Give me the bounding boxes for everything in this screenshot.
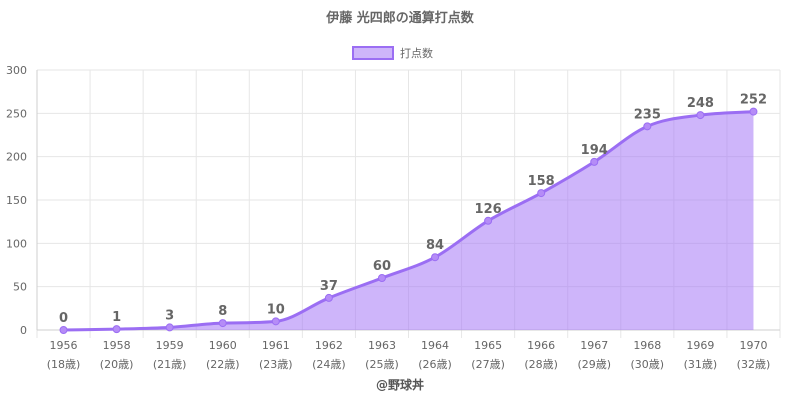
y-tick-label: 0 [20,324,27,337]
chart-title: 伊藤 光四郎の通算打点数 [325,10,475,26]
x-tick-label: 1965 [474,339,502,352]
x-tick-sublabel: (20歳) [100,358,134,371]
data-point [431,253,440,262]
x-tick-label: 1964 [421,339,449,352]
x-tick-label: 1970 [739,339,767,352]
data-label: 10 [267,302,285,317]
y-tick-label: 250 [6,107,27,120]
data-label: 1 [112,310,121,325]
data-point [165,323,174,332]
x-tick-label: 1961 [262,339,290,352]
series-line [63,110,754,332]
data-label: 248 [687,96,714,111]
y-tick-label: 150 [6,194,27,207]
x-tick-sublabel: (28歳) [524,358,558,371]
x-tick-sublabel: (27歳) [471,358,505,371]
data-label: 252 [740,93,767,108]
x-tick-sublabel: (22歳) [206,358,240,371]
data-point [271,317,280,326]
data-point [484,216,493,225]
data-label: 37 [320,279,338,294]
x-tick-sublabel: (23歳) [259,358,293,371]
x-tick-sublabel: (29歳) [577,358,611,371]
data-label: 126 [475,202,502,217]
data-point [218,319,227,328]
data-point [696,111,705,120]
data-point [643,122,652,131]
x-tick-label: 1967 [580,339,608,352]
data-label: 0 [59,311,68,326]
x-tick-label: 1960 [209,339,237,352]
y-tick-label: 200 [6,151,27,164]
x-tick-label: 1956 [50,339,78,352]
data-label: 235 [634,107,661,122]
x-tick-sublabel: (21歳) [153,358,187,371]
data-label: 3 [165,308,174,323]
data-label: 8 [218,304,227,319]
x-tick-label: 1959 [156,339,184,352]
x-tick-sublabel: (31歳) [684,358,718,371]
x-tick-sublabel: (24歳) [312,358,346,371]
x-tick-label: 1958 [103,339,131,352]
legend-swatch [352,46,394,60]
y-tick-label: 100 [6,237,27,250]
x-tick-label: 1969 [686,339,714,352]
data-point [377,274,386,282]
x-tick-label: 1968 [633,339,661,352]
y-tick-label: 50 [13,281,27,294]
data-point [749,107,758,116]
data-point [590,157,599,166]
x-tick-sublabel: (18歳) [47,358,81,371]
series-area [63,111,754,330]
x-tick-label: 1962 [315,339,343,352]
y-tick-label: 300 [6,64,27,77]
credit-label: @野球丼 [376,377,424,392]
data-point [537,189,546,198]
x-tick-sublabel: (30歳) [631,358,665,371]
data-label: 84 [426,238,444,253]
x-tick-sublabel: (26歳) [418,358,452,371]
legend-label: 打点数 [400,46,433,60]
data-label: 158 [528,174,555,189]
data-point [112,325,121,334]
data-point [59,326,68,334]
x-tick-label: 1966 [527,339,555,352]
x-tick-sublabel: (25歳) [365,358,399,371]
data-point [324,293,333,302]
x-tick-label: 1963 [368,339,396,352]
data-label: 194 [581,143,608,158]
data-label: 60 [373,259,391,274]
x-tick-sublabel: (32歳) [737,358,771,371]
